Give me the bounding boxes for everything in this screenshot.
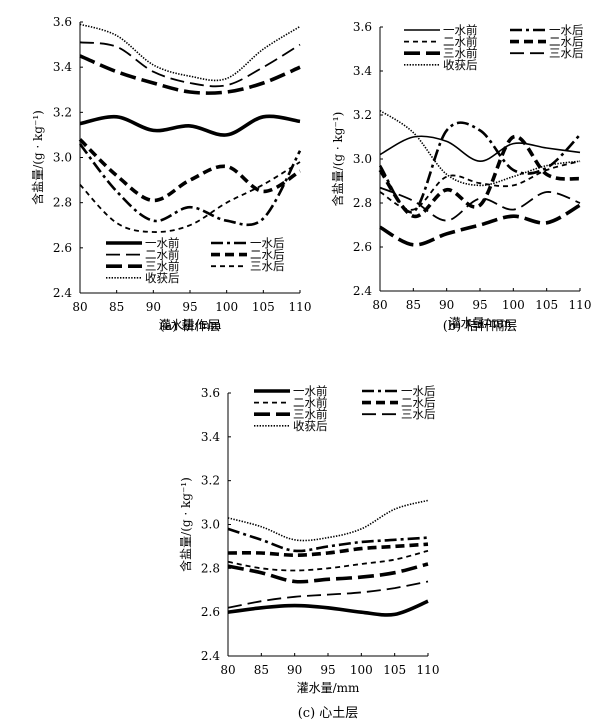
y-tick-label: 2.8	[53, 196, 72, 210]
x-tick-label: 85	[406, 298, 421, 312]
y-tick-label: 2.6	[353, 240, 372, 254]
x-tick-label: 105	[535, 298, 558, 312]
x-tick-label: 80	[72, 300, 87, 314]
x-tick-label: 80	[220, 663, 235, 677]
y-tick-label: 3.4	[353, 64, 372, 78]
series-line-2	[78, 143, 302, 227]
legend-label: 一水前	[443, 23, 478, 37]
y-tick-label: 3.4	[201, 430, 220, 444]
legend-label: 三水后	[549, 46, 584, 60]
legend-label: 一水前	[145, 236, 180, 250]
series-line-3	[379, 160, 581, 211]
y-tick-label: 2.6	[201, 605, 220, 619]
legend-label: 二水后	[549, 35, 584, 49]
series-line-2	[227, 527, 429, 553]
y-axis-label: 含盐量/(g · kg⁻¹)	[178, 477, 193, 572]
legend-label: 二水后	[401, 396, 436, 410]
legend-label: 三水前	[145, 259, 180, 273]
y-tick-label: 3.6	[353, 20, 372, 34]
y-tick-label: 3.0	[201, 518, 220, 532]
y-axis-label: 含盐量/(g · kg⁻¹)	[30, 110, 45, 205]
panel-caption: (a) 耕作层	[159, 318, 220, 334]
x-tick-label: 105	[252, 300, 275, 314]
series-line-1	[79, 114, 301, 137]
series-line-4	[78, 138, 301, 203]
y-tick-label: 2.8	[201, 561, 220, 575]
series-line-7	[227, 499, 429, 542]
panel-caption: (c) 心土层	[298, 706, 359, 721]
series-line-3	[79, 41, 301, 88]
x-tick-label: 90	[439, 298, 454, 312]
legend-label: 一水后	[549, 23, 584, 37]
x-tick-label: 95	[320, 663, 335, 677]
series-line-6	[379, 186, 581, 222]
y-axis-label: 含盐量/(g · kg⁻¹)	[330, 112, 345, 207]
legend-label: 收获后	[293, 419, 328, 433]
legend-label: 一水前	[293, 384, 328, 398]
series-line-5	[79, 54, 301, 95]
x-tick-label: 95	[472, 298, 487, 312]
series-line-6	[227, 580, 429, 609]
legend-label: 收获后	[145, 271, 180, 285]
x-tick-label: 85	[109, 300, 124, 314]
chart-panel-3: 2.4 2.6 2.8 3.0 3.2 3.4 3.6 80 85 90 95 100 105 110 灌水…	[178, 384, 439, 721]
x-axis-label: 灌水量/mm	[159, 318, 222, 332]
y-tick-label: 3.2	[201, 474, 220, 488]
series-line-5	[227, 562, 429, 584]
legend-label: 三水前	[293, 407, 328, 421]
y-tick-label: 2.6	[53, 241, 72, 255]
x-axis-label: 灌水量/mm	[297, 681, 360, 695]
legend-label: 三水后	[401, 407, 436, 421]
x-tick-label: 110	[417, 663, 440, 677]
series-line-4	[227, 542, 429, 558]
y-tick-label: 2.8	[353, 196, 372, 210]
x-tick-label: 110	[289, 300, 312, 314]
legend-label: 二水前	[145, 248, 180, 262]
x-tick-label: 90	[287, 663, 302, 677]
x-tick-label: 110	[569, 298, 592, 312]
panel-caption: (b) 秸秆隔层	[443, 319, 518, 334]
x-tick-label: 100	[502, 298, 525, 312]
y-tick-label: 3.6	[53, 15, 72, 29]
x-axis-label: 灌水量/mm	[449, 316, 512, 330]
x-tick-label: 90	[146, 300, 161, 314]
series-line-4	[378, 135, 581, 219]
y-tick-label: 2.4	[353, 284, 372, 298]
legend-label: 二水前	[443, 35, 478, 49]
y-tick-label: 3.0	[353, 152, 372, 166]
x-tick-label: 80	[372, 298, 387, 312]
y-tick-label: 3.0	[53, 151, 72, 165]
x-tick-label: 85	[254, 663, 269, 677]
series-line-5	[379, 203, 581, 247]
y-tick-label: 3.2	[353, 108, 372, 122]
legend-label: 三水后	[250, 259, 285, 273]
series-line-7	[79, 23, 301, 82]
y-tick-label: 2.4	[53, 286, 72, 300]
legend-label: 一水后	[250, 236, 285, 250]
series-line-7	[379, 109, 581, 187]
series-line-1	[227, 599, 429, 617]
legend-label: 收获后	[443, 58, 478, 72]
series-line-3	[227, 549, 429, 572]
y-tick-label: 3.6	[201, 386, 220, 400]
chart-panel-1: 2.4 2.6 2.8 3.0 3.2 3.4 3.6 80 85 90 95 100 105 110 灌水…	[30, 15, 311, 334]
x-tick-label: 105	[383, 663, 406, 677]
legend-label: 一水后	[401, 384, 436, 398]
series-line-1	[379, 135, 581, 163]
legend-label: 二水后	[250, 248, 285, 262]
x-tick-label: 100	[350, 663, 373, 677]
legend-label: 二水前	[293, 396, 328, 410]
x-tick-label: 100	[215, 300, 238, 314]
y-tick-label: 2.4	[201, 649, 220, 663]
y-tick-label: 3.4	[53, 60, 72, 74]
x-tick-label: 95	[182, 300, 197, 314]
series-line-6	[79, 161, 301, 233]
chart-panel-2: 2.4 2.6 2.8 3.0 3.2 3.4 3.6 80 85 90 95 100 105 110 灌水…	[330, 20, 591, 334]
y-tick-label: 3.2	[53, 105, 72, 119]
legend-label: 三水前	[443, 46, 478, 60]
